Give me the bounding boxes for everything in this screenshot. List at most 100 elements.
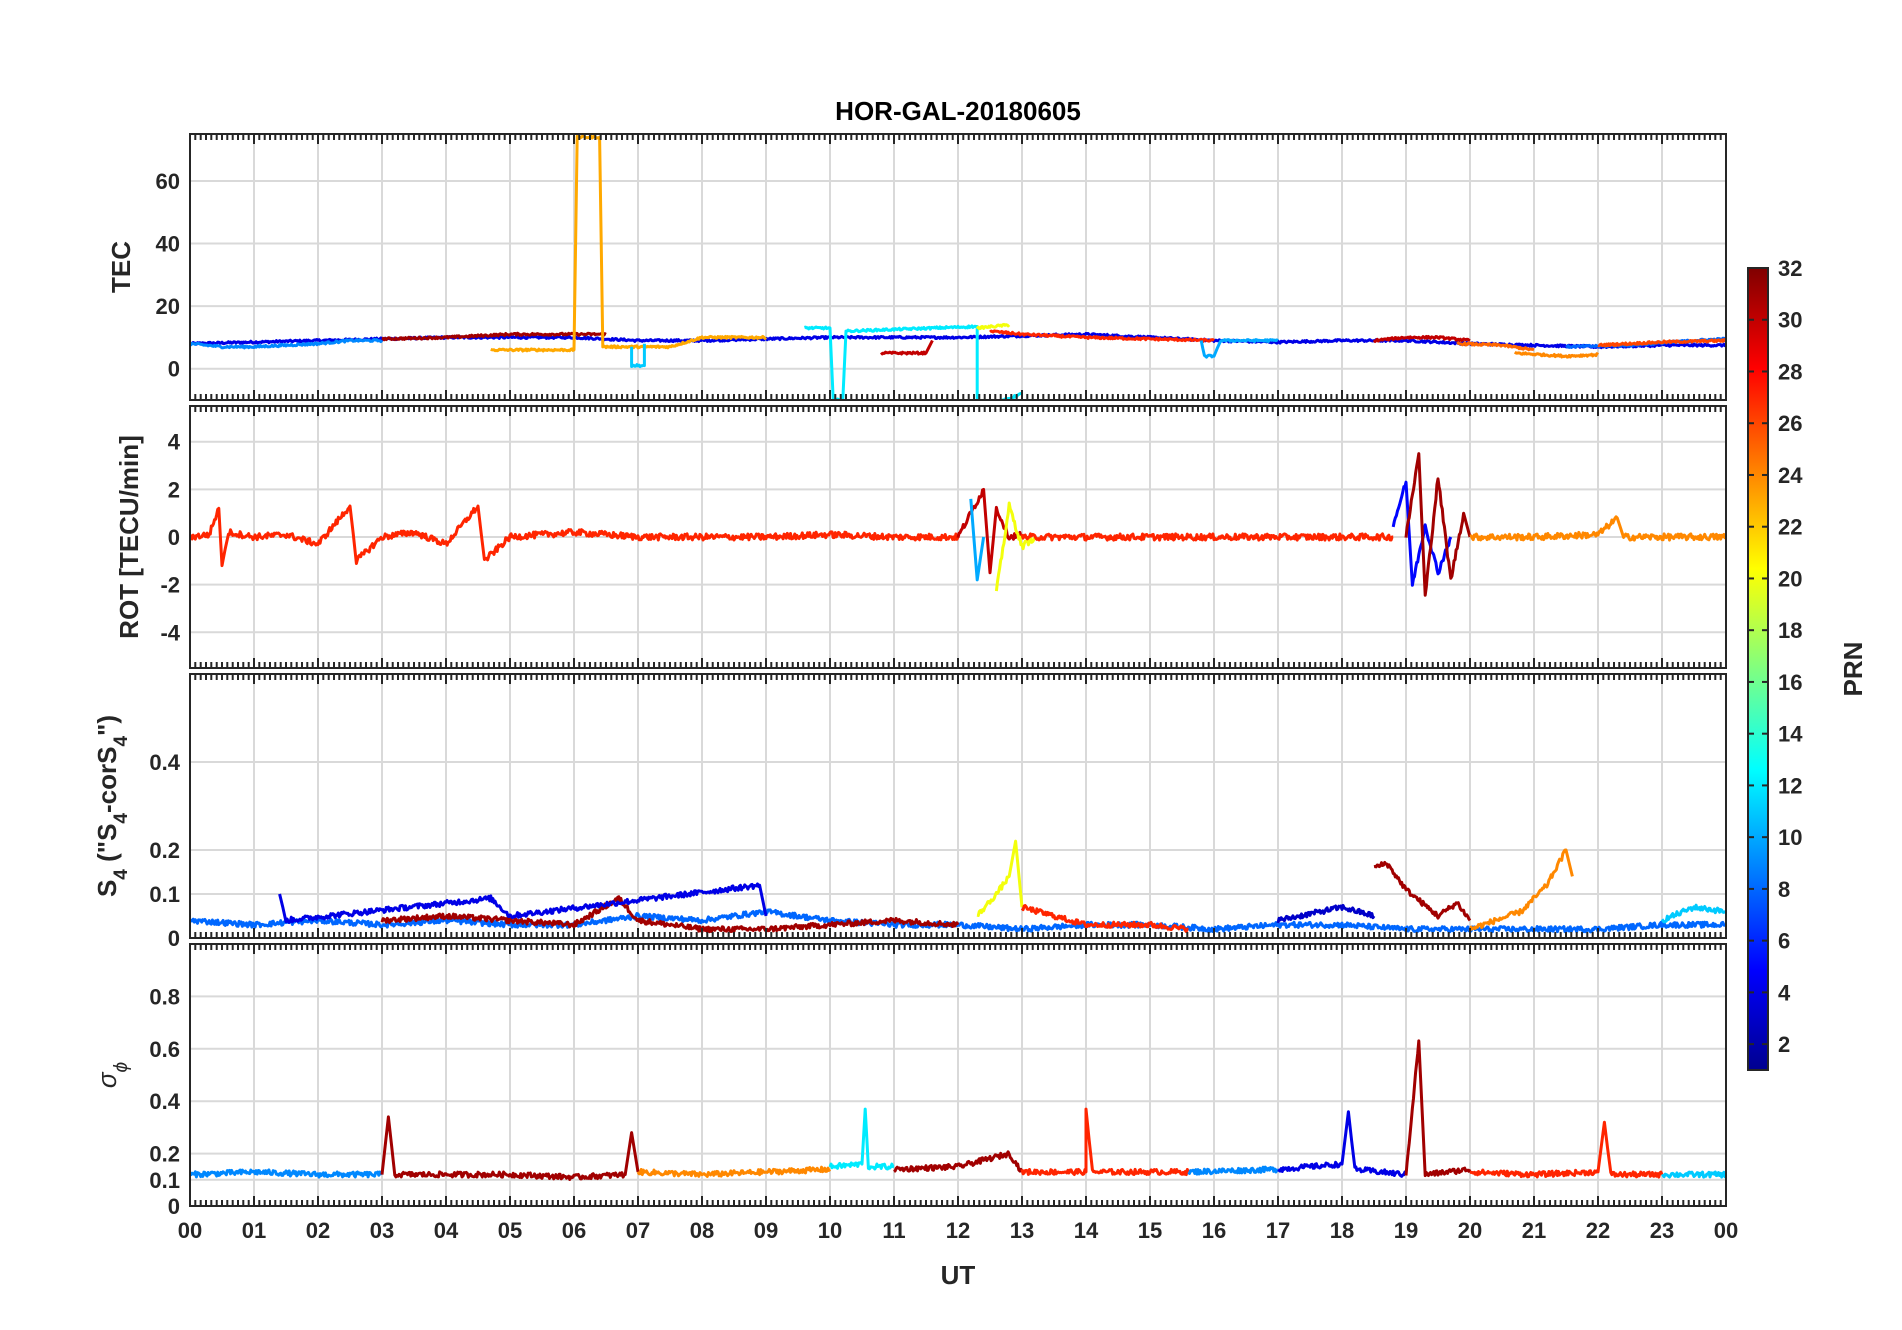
colorbar-tick-label: 16 [1778,670,1802,695]
y-axis-label: ROT [TECU/min] [114,435,144,639]
y-tick-label: -4 [160,620,180,645]
series-prn-31 [893,1150,1024,1173]
x-tick-label: 21 [1522,1218,1546,1243]
x-ticks [189,674,1727,938]
series-prn-20 [975,322,1011,331]
series-prn-30 [1372,334,1471,343]
series-prn-27 [1469,1120,1664,1179]
y-tick-label: 0.1 [149,882,180,907]
colorbar-tick-label: 30 [1778,308,1802,333]
x-tick-label: 04 [434,1218,459,1243]
series-prn-25 [1456,341,1535,352]
series-prn-31 [1404,452,1472,597]
y-tick-label: 0.1 [149,1168,180,1193]
y-tick-label: 0.8 [149,984,180,1009]
series-prn-27 [989,329,1215,343]
series-prn-4 [1277,1110,1408,1178]
x-ticks [189,406,1727,668]
y-tick-label: 0 [168,1194,180,1219]
x-tick-label: 08 [690,1218,714,1243]
series-prn-26 [1597,338,1726,348]
x-tick-label: 00 [1714,1218,1738,1243]
x-tick-label: 19 [1394,1218,1418,1243]
series-prn-10 [1199,338,1279,359]
series-prn-5 [1391,480,1453,587]
y-tick-label: 4 [168,430,181,455]
x-tick-label: 01 [242,1218,266,1243]
x-tick-label: 13 [1010,1218,1034,1243]
y-tick-label: -2 [160,573,180,598]
y-tick-label: 0 [168,525,180,550]
colorbar-tick-label: 14 [1778,722,1803,747]
series-prn-24 [1469,515,1726,542]
panel-3: 0 0.1 0.2 0.4 S4 ("S4-corS4") [92,673,1727,951]
colorbar-tick-label: 8 [1778,877,1790,902]
colorbar-tick-label: 18 [1778,618,1802,643]
series-prn-23 [490,134,768,353]
y-tick-label: 40 [156,232,180,257]
x-tick-label: 16 [1202,1218,1226,1243]
series-prn-31 [1404,1039,1472,1178]
x-tick-label: 05 [498,1218,522,1243]
series-prn-24 [1513,350,1599,359]
series-prn-31 [380,1115,640,1181]
x-tick-label: 18 [1330,1218,1354,1243]
y-tick-label: 60 [156,169,180,194]
traces [190,134,1726,400]
x-tick-label: 07 [626,1218,650,1243]
y-tick-label: 0.4 [149,750,180,775]
x-tick-label: 00 [178,1218,202,1243]
y-tick-label: 0.2 [149,1142,180,1167]
series-prn-20 [994,501,1037,592]
y-tick-label: 2 [168,477,180,502]
x-tick-label: 22 [1586,1218,1610,1243]
series-prn-12 [828,1107,895,1171]
y-axis-label-sigma-phi: σϕ [92,1062,132,1088]
series-prn-11 [630,343,646,369]
x-tick-label: 11 [882,1218,905,1243]
x-ticks [189,944,1727,1206]
colorbar-tick-label: 26 [1778,411,1802,436]
series-prn-11 [1661,1170,1726,1179]
series-prn-30 [956,487,1024,575]
colorbar-label: PRN [1838,642,1868,697]
x-tick-label: 14 [1074,1218,1099,1243]
x-tick-label: 10 [818,1218,842,1243]
traces [190,1039,1726,1181]
x-ticks [189,134,1727,400]
colorbar-tick-label: 22 [1778,515,1802,540]
panel-2: -4 -2 0 2 4 ROT [TECU/min] [114,405,1727,669]
y-axis-label: TEC [106,241,136,293]
colorbar-tick-label: 32 [1778,256,1802,281]
series-prn-3 [1276,903,1376,924]
series-prn-31 [1373,860,1472,922]
panel-4: 00.10.2 0.4 0.6 0.8 σϕ [92,943,1727,1219]
traces [190,452,1726,597]
series-prn-9 [1187,1165,1280,1176]
chart-title: HOR-GAL-20180605 [835,96,1081,126]
y-tick-label: 20 [156,294,180,319]
y-tick-label: 0 [168,357,180,382]
series-prn-9 [190,338,384,350]
series-prn-27 [190,504,960,568]
series-prn-20 [976,839,1024,917]
x-tick-label: 06 [562,1218,586,1243]
series-prn-24 [636,1165,832,1178]
series-prn-9 [190,1168,384,1179]
series-prn-31 [381,331,607,342]
colorbar-tick-label: 12 [1778,773,1802,798]
colorbar-tick-label: 28 [1778,359,1802,384]
x-tick-label: 09 [754,1218,778,1243]
x-axis-label: UT [941,1260,976,1290]
series-prn-11 [1660,903,1726,924]
series-prn-27 [1020,532,1394,542]
series-prn-27 [1020,904,1189,934]
series-prn-10 [969,498,986,582]
series-prn-30 [880,339,934,356]
series-prn-12 [804,324,1023,400]
colorbar-tick-label: 6 [1778,929,1790,954]
colorbar-tick-label: 10 [1778,825,1802,850]
colorbar-tick-label: 2 [1778,1032,1790,1057]
x-tick-label: 12 [946,1218,970,1243]
